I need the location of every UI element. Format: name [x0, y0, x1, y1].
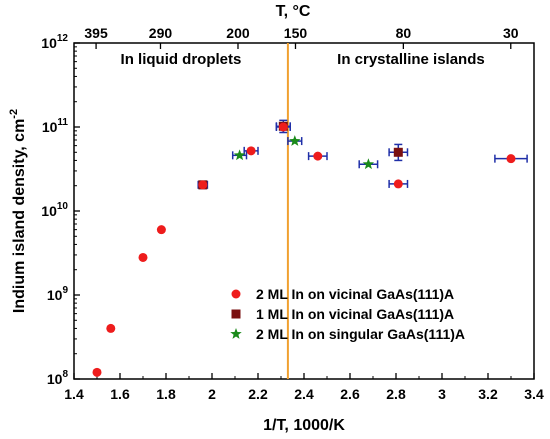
- region-labels: In liquid droplets In crystalline islands: [121, 51, 485, 68]
- data-point-circle: [278, 122, 288, 132]
- y-tick-exponent: 11: [57, 117, 68, 128]
- data-point-star: [233, 149, 246, 161]
- y-tick-base: 10: [42, 119, 58, 135]
- data-point-circle: [106, 323, 116, 333]
- x-tick-label: 2.4: [294, 386, 314, 402]
- region-label-left: In liquid droplets: [121, 51, 242, 68]
- data-point-circle: [393, 179, 403, 189]
- y-tick-exponent: 10: [57, 201, 69, 212]
- y-tick-base: 10: [47, 287, 63, 303]
- x-tick-label: 2.2: [248, 386, 268, 402]
- data-point-square: [393, 147, 403, 157]
- region-label-right: In crystalline islands: [337, 51, 485, 68]
- data-point-circle: [92, 367, 102, 377]
- y-tick-label: 108: [47, 369, 69, 387]
- legend: 2 ML In on vicinal GaAs(111)A 1 ML In on …: [230, 286, 465, 342]
- y-tick-base: 10: [47, 371, 63, 387]
- y-tick-exponent: 8: [62, 369, 68, 380]
- top-tick-label: 395: [84, 25, 108, 41]
- legend-marker-square: [231, 309, 241, 319]
- y-axis-title-exponent: -2: [8, 109, 20, 119]
- legend-label: 1 ML In on vicinal GaAs(111)A: [256, 306, 454, 322]
- data-points: [92, 119, 528, 377]
- data-point-circle: [156, 225, 166, 235]
- data-point-circle: [506, 154, 516, 164]
- top-tick-label: 290: [149, 25, 173, 41]
- y-tick-label: 1012: [41, 33, 68, 51]
- data-point-circle: [246, 146, 256, 156]
- legend-marker-star: [230, 328, 242, 339]
- x-tick-label: 3.2: [478, 386, 498, 402]
- x-tick-label: 2: [208, 386, 216, 402]
- data-point-circle: [313, 151, 323, 161]
- y-tick-exponent: 9: [62, 285, 68, 296]
- data-point-circle: [198, 180, 208, 190]
- x-tick-label: 3.4: [524, 386, 544, 402]
- x-tick-label: 3: [438, 386, 446, 402]
- data-point-star: [362, 158, 375, 170]
- data-point-circle: [138, 252, 148, 262]
- y-tick-label: 1010: [41, 201, 68, 219]
- y-axis-title: Indium island density, cm-2: [8, 109, 28, 313]
- top-tick-label: 80: [396, 25, 412, 41]
- legend-label: 2 ML In on vicinal GaAs(111)A: [256, 286, 454, 302]
- x-tick-label: 1.6: [110, 386, 130, 402]
- top-tick-label: 200: [226, 25, 250, 41]
- y-tick-base: 10: [41, 35, 57, 51]
- x-axis-title: 1/T, 1000/K: [263, 417, 345, 434]
- y-tick-label: 1011: [42, 117, 69, 135]
- top-tick-label: 30: [503, 25, 519, 41]
- top-axis-title: T, °C: [276, 3, 311, 20]
- legend-marker-circle: [231, 289, 241, 299]
- legend-label: 2 ML In on singular GaAs(111)A: [256, 326, 465, 342]
- y-axis-title-main: Indium island density, cm: [11, 119, 28, 313]
- top-tick-label: 150: [284, 25, 308, 41]
- y-tick-exponent: 12: [57, 33, 69, 44]
- x-tick-label: 2.6: [340, 386, 360, 402]
- x-tick-label: 2.8: [386, 386, 406, 402]
- x-tick-label: 1.8: [156, 386, 176, 402]
- y-tick-label: 109: [47, 285, 69, 303]
- data-point-star: [289, 135, 301, 146]
- axis-ticks: 1.4 1.6 1.8 2 2.2 2.4 2.6 2.8 3 3.2 3.4 395 290 200 15…: [41, 25, 544, 402]
- y-tick-base: 10: [41, 203, 57, 219]
- x-tick-label: 1.4: [64, 386, 84, 402]
